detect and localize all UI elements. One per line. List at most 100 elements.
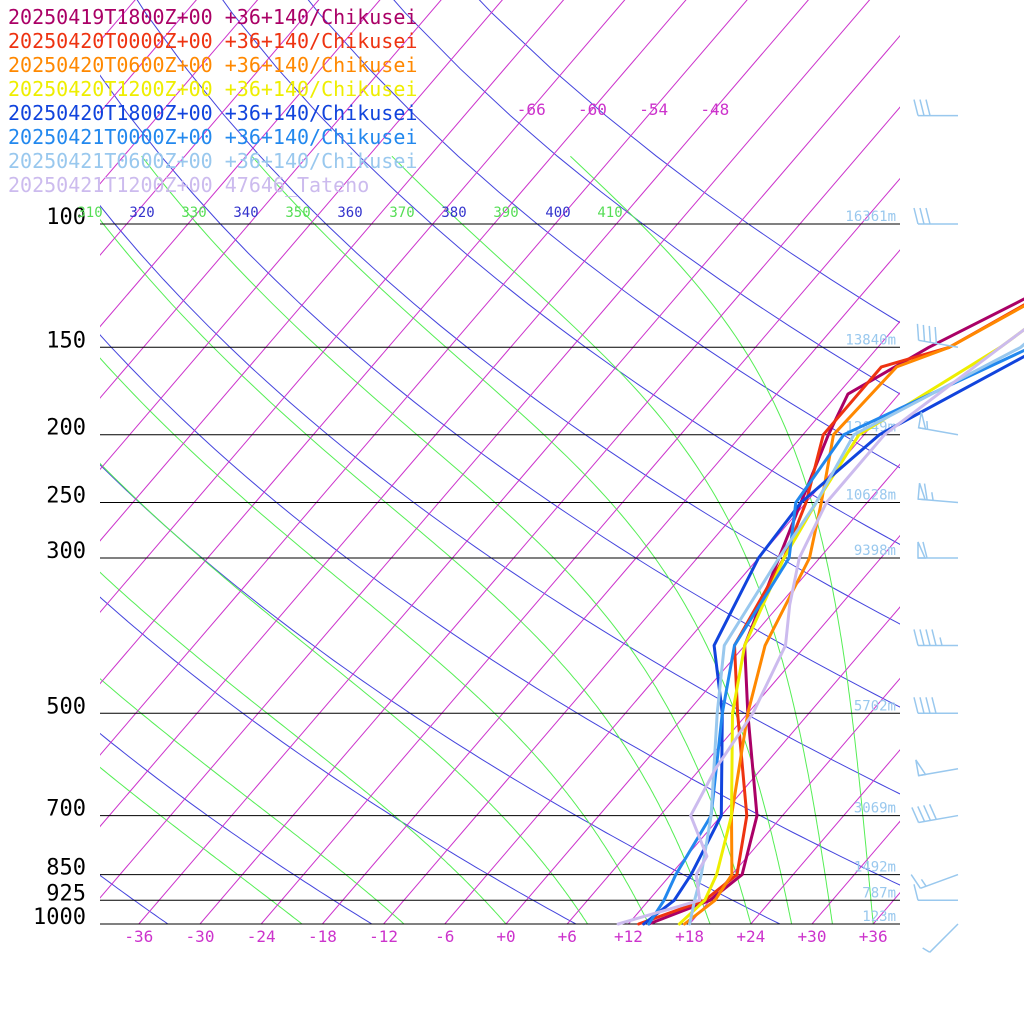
wind-barb bbox=[915, 759, 959, 777]
theta-label: 320 bbox=[129, 205, 154, 221]
moist-adiabat-line bbox=[570, 155, 874, 924]
wind-barb bbox=[913, 629, 958, 647]
moist-adiabat-line bbox=[100, 357, 650, 924]
pressure-label: 925 bbox=[46, 881, 86, 906]
isotherm-line bbox=[689, 677, 900, 924]
isotherm-line bbox=[872, 891, 900, 924]
isotherm-line bbox=[138, 35, 900, 924]
temperature-tick-label: -18 bbox=[308, 927, 337, 946]
isotherm-line bbox=[996, 0, 1024, 924]
height-label: 10628m bbox=[845, 488, 896, 504]
theta-label: 340 bbox=[233, 205, 258, 221]
temperature-tick-label: -12 bbox=[369, 927, 398, 946]
dry-adiabat-line bbox=[100, 874, 169, 924]
temperature-tick-label: +18 bbox=[675, 927, 704, 946]
temperature-tick-label: -6 bbox=[435, 927, 454, 946]
theta-label: 310 bbox=[77, 205, 102, 221]
theta-labels: 310 320 330 340 350 360 370 380 390 400 410 bbox=[77, 205, 622, 221]
isotherm-line bbox=[628, 606, 900, 924]
isotherm-line bbox=[100, 0, 809, 828]
wind-barb bbox=[917, 482, 959, 504]
wind-barbs bbox=[910, 99, 959, 953]
pressure-label: 200 bbox=[46, 416, 86, 441]
moist-adiabat-line bbox=[100, 766, 303, 924]
pressure-label: 700 bbox=[46, 797, 86, 822]
legend-entry: 20250420T1200Z+00 +36+140/Chikusei bbox=[8, 77, 417, 101]
moist-adiabat-line bbox=[100, 571, 507, 924]
wind-barb bbox=[913, 99, 958, 117]
isotherm-label: -48 bbox=[700, 100, 729, 119]
theta-label: 380 bbox=[441, 205, 466, 221]
pressure-label: 850 bbox=[46, 856, 86, 881]
isotherm-label: -60 bbox=[578, 100, 607, 119]
isotherm-line bbox=[100, 0, 381, 328]
legend-entry: 20250420T0000Z+00 +36+140/Chikusei bbox=[8, 29, 417, 53]
temperature-tick-label: +0 bbox=[496, 927, 515, 946]
wind-barb bbox=[922, 923, 959, 953]
wind-barb bbox=[911, 804, 959, 824]
isotherm-line bbox=[100, 0, 871, 899]
temperature-tick-label: -24 bbox=[247, 927, 276, 946]
theta-label: 390 bbox=[493, 205, 518, 221]
temperature-tick-label: +6 bbox=[558, 927, 577, 946]
wind-barb bbox=[916, 323, 959, 349]
isotherm-line bbox=[383, 320, 900, 924]
isotherm-line bbox=[100, 0, 197, 114]
dry-adiabat-line bbox=[100, 732, 373, 924]
isotherm-line bbox=[100, 0, 320, 256]
temperature-tick-label: +12 bbox=[614, 927, 643, 946]
height-label: 16361m bbox=[845, 209, 896, 225]
moist-adiabat-line bbox=[391, 155, 833, 924]
isotherm-line bbox=[505, 463, 900, 924]
isotherm-label: -66 bbox=[517, 100, 546, 119]
temperature-tick-label: -36 bbox=[124, 927, 153, 946]
sounding-line bbox=[647, 348, 1024, 926]
isotherm-line bbox=[100, 0, 565, 542]
sounding-line bbox=[677, 327, 1024, 926]
isotherm-line bbox=[100, 0, 259, 185]
isotherm-line bbox=[100, 0, 626, 613]
isotherm-line bbox=[566, 534, 900, 924]
isotherm-line bbox=[100, 0, 503, 471]
moist-adiabat-line bbox=[100, 462, 589, 924]
isotherm-line bbox=[100, 0, 748, 756]
wind-barb bbox=[913, 207, 958, 225]
sounding-line bbox=[616, 327, 1024, 926]
dry-adiabat-line bbox=[100, 464, 782, 924]
height-label: 1492m bbox=[854, 860, 896, 876]
pressure-label: 150 bbox=[46, 328, 86, 353]
moist-adiabats bbox=[100, 155, 874, 924]
height-label: 13840m bbox=[845, 332, 896, 348]
height-label: 9398m bbox=[854, 543, 896, 559]
pressure-label: 500 bbox=[46, 694, 86, 719]
temperature-tick-label: -30 bbox=[186, 927, 215, 946]
height-label: 123m bbox=[862, 909, 896, 925]
theta-label: 350 bbox=[285, 205, 310, 221]
sounding-lines bbox=[616, 297, 1024, 926]
moist-adiabat-line bbox=[141, 155, 752, 924]
temperature-tick-label: +36 bbox=[859, 927, 888, 946]
wind-barb bbox=[917, 411, 959, 436]
theta-label: 400 bbox=[545, 205, 570, 221]
isotherm-line bbox=[100, 0, 687, 685]
legend-entry: 20250421T1200Z+00 47646_Tateno bbox=[8, 173, 369, 197]
isotherm-line bbox=[199, 106, 900, 924]
theta-label: 330 bbox=[181, 205, 206, 221]
isotherm-line bbox=[811, 820, 900, 924]
isotherm-line bbox=[322, 249, 900, 924]
height-label: 3069m bbox=[854, 801, 896, 817]
legend-entry: 20250420T0600Z+00 +36+140/Chikusei bbox=[8, 53, 417, 77]
isotherm-label: -54 bbox=[639, 100, 668, 119]
legend: 20250419T1800Z+00 +36+140/Chikusei202504… bbox=[8, 5, 417, 197]
sounding-line bbox=[642, 354, 1024, 926]
dry-adiabat-line bbox=[100, 596, 577, 924]
height-labels: 123m787m1492m3069m5702m9398m10628m12049m… bbox=[845, 209, 896, 925]
legend-entry: 20250421T0600Z+00 +36+140/Chikusei bbox=[8, 149, 417, 173]
isotherm-line bbox=[444, 392, 900, 924]
pressure-label: 1000 bbox=[33, 905, 86, 930]
pressure-label: 100 bbox=[46, 205, 86, 230]
legend-entry: 20250419T1800Z+00 +36+140/Chikusei bbox=[8, 5, 417, 29]
sounding-line bbox=[637, 303, 1024, 926]
